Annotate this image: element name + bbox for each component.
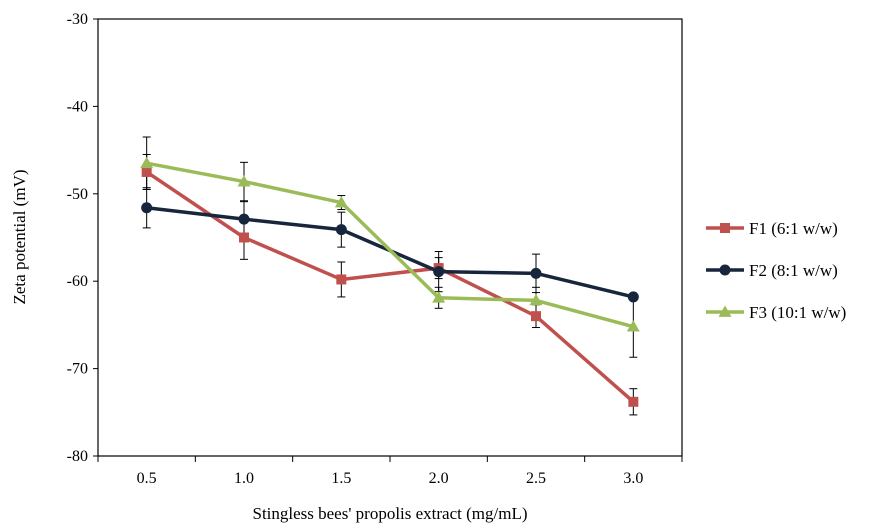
data-point-2 (141, 202, 153, 214)
x-tick-label: 2.5 (526, 470, 546, 487)
data-point-3 (140, 156, 154, 169)
legend-label: F1 (6:1 w/w) (749, 219, 838, 238)
data-point-3 (529, 293, 543, 306)
series-line-3 (146, 161, 634, 329)
x-axis-title: Stingless bees' propolis extract (mg/mL) (252, 504, 527, 523)
y-tick-label: -40 (67, 98, 88, 115)
data-point-1 (531, 311, 541, 322)
legend: F1 (6:1 w/w) F2 (8:1 w/w) F3 (10:1 w/w) (706, 219, 846, 322)
data-point-2 (433, 266, 445, 278)
legend-marker (720, 223, 730, 233)
data-point-1 (239, 232, 249, 243)
legend-marker (719, 264, 731, 276)
series-markers (140, 156, 640, 407)
y-tick-label: -30 (67, 11, 88, 28)
legend-label: F2 (8:1 w/w) (749, 261, 838, 280)
x-tick-label: 1.0 (234, 470, 254, 487)
data-point-1 (141, 166, 152, 177)
x-tick-label: 2.0 (429, 470, 449, 487)
legend-marker (718, 305, 732, 317)
series-lines (145, 161, 635, 404)
y-tick-label: -50 (67, 186, 88, 203)
x-tick-label: 3.0 (623, 470, 643, 487)
x-axis-ticks: 0.5 1.0 1.5 2.0 2.5 3.0 (97, 456, 683, 487)
data-point-3 (432, 291, 446, 303)
data-point-3 (626, 320, 640, 332)
data-point-1 (336, 274, 347, 285)
y-axis-ticks: -30 -40 -50 -60 -70 -80 (67, 11, 98, 465)
data-point-1 (628, 396, 639, 407)
y-axis-title: Zeta potential (mV) (10, 169, 29, 304)
plot-area (97, 18, 683, 457)
legend-label: F3 (10:1 w/w) (749, 303, 846, 322)
x-tick-label: 0.5 (137, 470, 157, 487)
y-tick-label: -60 (67, 273, 88, 290)
data-point-2 (335, 224, 347, 236)
y-tick-label: -80 (67, 448, 88, 465)
data-point-3 (334, 196, 348, 208)
data-point-3 (237, 175, 251, 187)
data-point-2 (627, 291, 639, 303)
data-point-2 (530, 267, 542, 279)
data-point-2 (238, 213, 250, 225)
series-line-1 (145, 170, 635, 404)
y-tick-label: -70 (67, 361, 88, 378)
x-tick-label: 1.5 (331, 470, 351, 487)
